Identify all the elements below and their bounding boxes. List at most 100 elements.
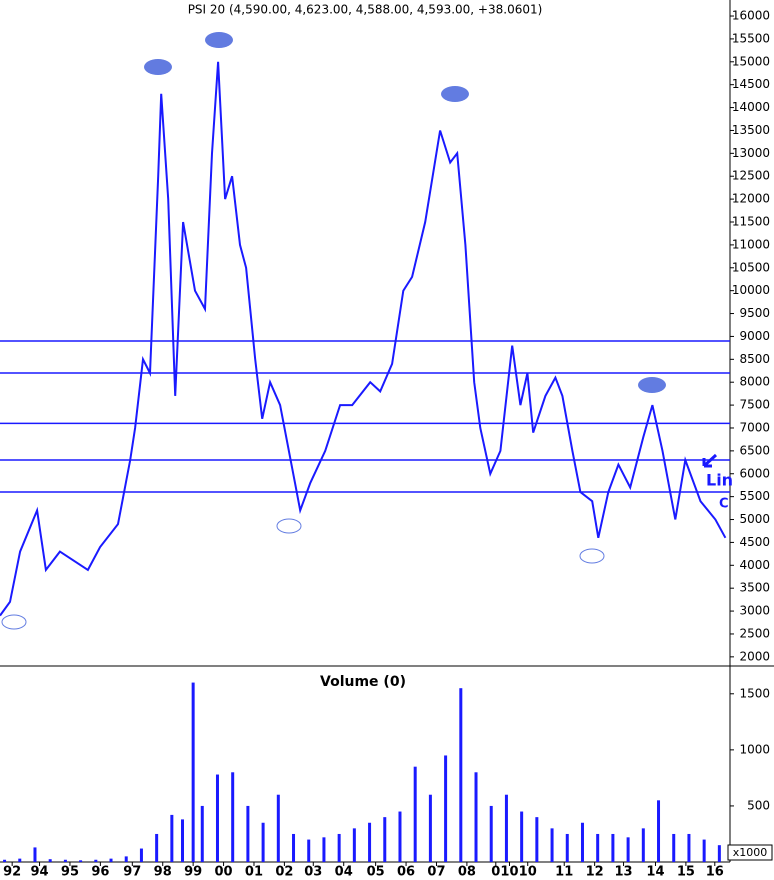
x-tick-label: 10 xyxy=(519,865,537,880)
volume-bar xyxy=(657,800,661,862)
volume-bar xyxy=(444,755,448,862)
volume-bar xyxy=(672,833,676,862)
volume-bar xyxy=(489,805,493,862)
x-tick-label: 95 xyxy=(61,865,79,880)
y-tick-label: 2000 xyxy=(739,649,770,663)
y-tick-label: 16000 xyxy=(732,9,770,23)
volume-bar xyxy=(520,811,524,862)
y-tick-label: 5000 xyxy=(739,512,770,526)
volume-bar xyxy=(181,819,184,862)
y-tick-label: 15500 xyxy=(732,31,770,45)
volume-bar xyxy=(33,847,37,862)
volume-bar xyxy=(79,860,83,862)
x-tick-label: 03 xyxy=(304,865,322,880)
x-tick-label: 05 xyxy=(367,865,385,880)
volume-bar xyxy=(109,858,113,862)
x-tick-label: 07 xyxy=(427,865,445,880)
volume-bar xyxy=(170,814,174,862)
volume-bar xyxy=(717,845,721,862)
y-tick-label: 1000 xyxy=(739,742,770,756)
y-tick-label: 10000 xyxy=(732,283,770,297)
volume-bar xyxy=(231,772,235,862)
volume-bar xyxy=(611,833,615,862)
volume-bar xyxy=(322,837,326,862)
y-tick-label: 8000 xyxy=(739,375,770,389)
volume-bar xyxy=(535,817,539,862)
y-tick-label: 9500 xyxy=(739,306,770,320)
y-tick-label: 8500 xyxy=(739,352,770,366)
volume-bar xyxy=(702,839,706,862)
y-tick-label: 15000 xyxy=(732,54,770,68)
y-tick-label: 6500 xyxy=(739,443,770,457)
annotation: Lin xyxy=(706,471,733,490)
y-tick-label: 12500 xyxy=(732,169,770,183)
volume-bar xyxy=(307,839,311,862)
annotation: C xyxy=(719,497,729,512)
price-line xyxy=(0,61,727,617)
volume-bar xyxy=(139,848,143,862)
x-tick-label: 08 xyxy=(458,865,476,880)
x-tick-label: 15 xyxy=(677,865,695,880)
volume-bar xyxy=(155,833,159,862)
x-tick-label: 99 xyxy=(184,865,202,880)
volume-bar xyxy=(596,833,600,862)
chart-title: PSI 20 (4,590.00, 4,623.00, 4,588.00, 4,… xyxy=(188,3,543,17)
x-tick-label: 96 xyxy=(91,865,109,880)
volume-bar xyxy=(48,859,52,862)
volume-bar xyxy=(261,822,265,862)
volume-bar xyxy=(459,688,463,862)
volume-bar xyxy=(580,822,584,862)
x-tick-label: 12 xyxy=(586,865,604,880)
y-tick-label: 2500 xyxy=(739,626,770,640)
y-tick-label: 3000 xyxy=(739,604,770,618)
volume-bar xyxy=(63,859,67,862)
x-tick-label: 92 xyxy=(3,865,21,880)
x-tick-label: 06 xyxy=(397,865,415,880)
volume-bar xyxy=(246,805,250,862)
x-tick-label: 13 xyxy=(614,865,632,880)
x-tick-label: 98 xyxy=(154,865,172,880)
chart-title: Volume (0) xyxy=(320,674,406,690)
y-tick-label: 9000 xyxy=(739,329,770,343)
x-tick-label: 10 xyxy=(500,865,518,880)
volume-bar xyxy=(276,794,280,862)
volume-bar xyxy=(641,828,645,862)
y-tick-label: 10500 xyxy=(732,260,770,274)
y-tick-label: 11000 xyxy=(732,237,770,251)
x-tick-label: 00 xyxy=(215,865,233,880)
unit-box xyxy=(727,844,773,861)
volume-bar xyxy=(215,774,219,862)
y-tick-label: 14500 xyxy=(732,77,770,91)
y-tick-label: 11500 xyxy=(732,215,770,229)
volume-bar xyxy=(565,833,569,862)
volume-bar xyxy=(626,837,630,862)
y-tick-label: 14000 xyxy=(732,100,770,114)
x-tick-label: 02 xyxy=(275,865,293,880)
volume-bar xyxy=(474,772,478,862)
volume-bar xyxy=(398,811,402,862)
volume-bar xyxy=(428,794,432,862)
bear-bull-icons xyxy=(1,32,666,630)
volume-bar xyxy=(687,833,691,862)
volume-bar xyxy=(550,828,554,862)
volume-bar xyxy=(18,858,22,862)
volume-bar xyxy=(352,828,356,862)
y-tick-label: 12000 xyxy=(732,192,770,206)
volume-bar xyxy=(94,859,98,862)
y-tick-label: 1500 xyxy=(739,686,770,700)
x-tick-label: 11 xyxy=(555,865,573,880)
x-tick-label: 01 xyxy=(245,865,263,880)
y-tick-label: 13000 xyxy=(732,146,770,160)
x-tick-label: 04 xyxy=(335,865,353,880)
volume-bar xyxy=(124,856,128,862)
y-tick-label: 4500 xyxy=(739,535,770,549)
y-tick-label: 500 xyxy=(747,798,770,812)
volume-bar xyxy=(191,682,195,862)
volume-bar xyxy=(3,859,7,862)
x-tick-label: 14 xyxy=(646,865,664,880)
y-tick-label: 4000 xyxy=(739,558,770,572)
volume-bar xyxy=(368,822,372,862)
unit-label: x1000 xyxy=(733,846,768,859)
